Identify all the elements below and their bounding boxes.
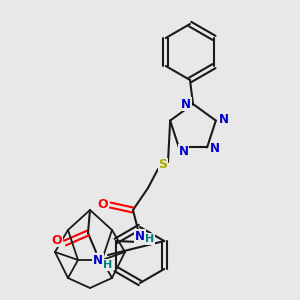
Text: N: N bbox=[219, 113, 229, 126]
Text: N: N bbox=[181, 98, 191, 110]
Text: O: O bbox=[98, 197, 108, 211]
Text: N: N bbox=[93, 254, 103, 266]
Text: N: N bbox=[135, 230, 145, 242]
Text: N: N bbox=[210, 142, 220, 155]
Text: O: O bbox=[52, 233, 62, 247]
Text: H: H bbox=[103, 260, 112, 270]
Text: N: N bbox=[179, 145, 189, 158]
Text: S: S bbox=[158, 158, 167, 172]
Text: H: H bbox=[146, 234, 154, 244]
